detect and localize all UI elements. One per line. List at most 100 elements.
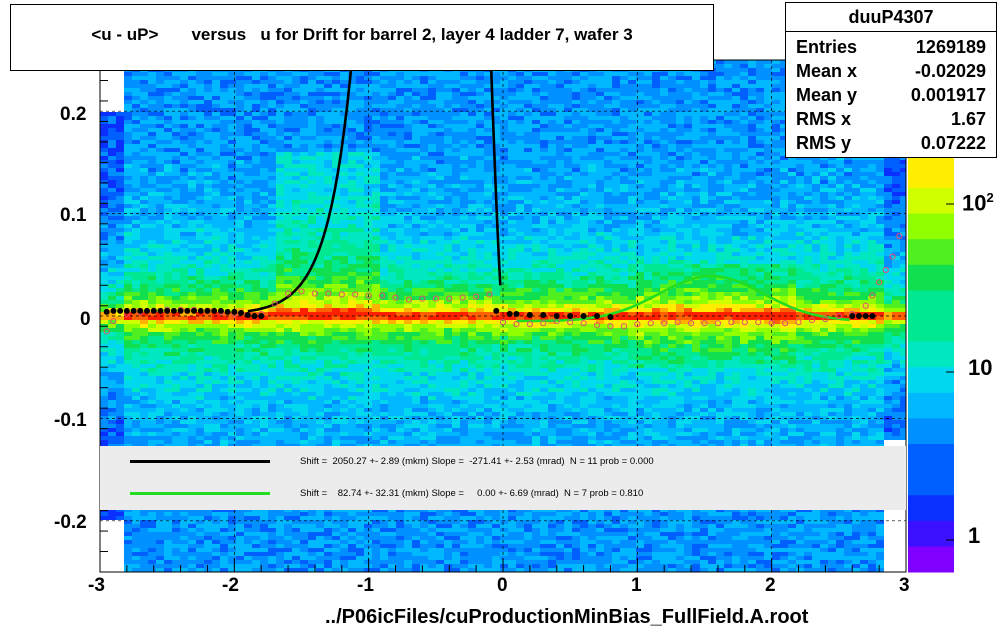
heat-cell [468,100,476,104]
heat-cell [228,96,236,100]
heat-cell [676,156,684,160]
heat-cell [164,160,172,164]
heat-cell [500,200,508,204]
heat-cell [196,184,204,188]
heat-cell [748,232,756,236]
heat-cell [860,176,868,180]
heat-cell [676,216,684,220]
heat-cell [388,204,396,208]
heat-cell [892,216,900,220]
heat-cell [116,212,124,216]
heat-cell [300,156,308,160]
heat-cell [756,248,764,252]
heat-cell [228,232,236,236]
heat-cell [316,76,324,80]
heat-cell [364,232,372,236]
heat-cell [612,184,620,188]
heat-cell [236,104,244,108]
heat-cell [796,228,804,232]
heat-cell [236,76,244,80]
heat-cell [724,252,732,256]
heat-cell [780,188,788,192]
heat-cell [524,244,532,248]
heat-cell [540,244,548,248]
heat-cell [412,120,420,124]
heat-cell [212,188,220,192]
heat-cell [516,132,524,136]
heat-cell [588,84,596,88]
heat-cell [228,84,236,88]
heat-cell [300,136,308,140]
heat-cell [652,228,660,232]
heat-cell [260,164,268,168]
heat-cell [660,220,668,224]
heat-cell [156,252,164,256]
heat-cell [204,156,212,160]
heat-cell [820,200,828,204]
heat-cell [900,172,908,176]
heat-cell [460,192,468,196]
heat-cell [580,76,588,80]
heat-cell [212,204,220,208]
heat-cell [564,224,572,228]
heat-cell [668,228,676,232]
heat-cell [764,224,772,228]
heat-cell [476,160,484,164]
heat-cell [756,92,764,96]
heat-cell [596,140,604,144]
heat-cell [556,176,564,180]
heat-cell [172,240,180,244]
heat-cell [212,240,220,244]
heat-cell [236,144,244,148]
heat-cell [380,256,388,260]
heat-cell [372,164,380,168]
heat-cell [572,124,580,128]
heat-cell [196,244,204,248]
heat-cell [188,88,196,92]
heat-cell [764,192,772,196]
heat-cell [548,200,556,204]
heat-cell [420,140,428,144]
heat-cell [844,216,852,220]
heat-cell [700,212,708,216]
heat-cell [652,132,660,136]
heat-cell [708,164,716,168]
heat-cell [740,156,748,160]
heat-cell [676,96,684,100]
heat-cell [476,156,484,160]
heat-cell [836,252,844,256]
heat-cell [444,148,452,152]
heat-cell [300,152,308,156]
heat-cell [588,240,596,244]
heat-cell [300,96,308,100]
heat-cell [828,244,836,248]
heat-cell [764,160,772,164]
heat-cell [196,216,204,220]
heat-cell [244,240,252,244]
heat-cell [788,212,796,216]
heat-cell [476,252,484,256]
heat-cell [388,168,396,172]
heat-cell [580,92,588,96]
heat-cell [180,252,188,256]
heat-cell [116,192,124,196]
heat-cell [276,256,284,260]
heat-cell [356,236,364,240]
heat-cell [252,128,260,132]
heat-cell [684,140,692,144]
heat-cell [396,124,404,128]
heat-cell [644,176,652,180]
heat-cell [764,80,772,84]
heat-cell [420,244,428,248]
heat-cell [108,216,116,220]
heat-cell [668,240,676,244]
heat-cell [500,220,508,224]
heat-cell [196,96,204,100]
heat-cell [556,72,564,76]
heat-cell [108,184,116,188]
heat-cell [620,196,628,200]
heat-cell [212,136,220,140]
heat-cell [524,168,532,172]
heat-cell [764,60,772,64]
heat-cell [372,188,380,192]
